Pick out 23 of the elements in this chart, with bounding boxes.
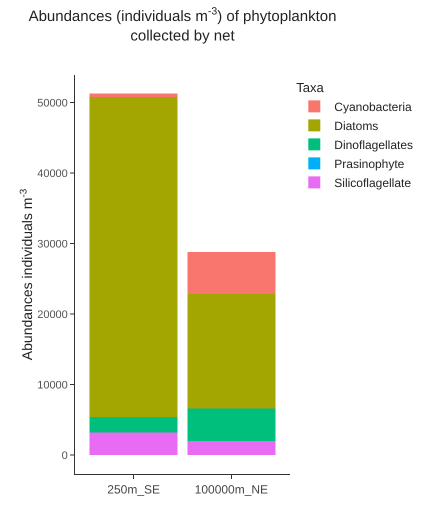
bar [90,93,178,97]
y-tick-label: 50000 [37,97,68,110]
bar [90,96,178,417]
y-tick-label: 10000 [37,379,68,392]
bar [90,432,178,455]
bar [187,440,276,455]
legend-label: Silicoflagellate [334,176,412,190]
legend-title: Taxa [296,80,325,95]
y-tick-label: 30000 [37,238,68,250]
bar [90,416,178,432]
y-tick-label: 40000 [37,168,68,180]
y-tick-label: 20000 [37,308,68,321]
x-tick-label: 250m_SE [107,482,160,496]
y-tick-label: 0 [62,450,68,462]
legend-label: Dinoflagellates [334,138,414,152]
bar [187,294,276,408]
legend-label: Prasinophyte [334,157,405,172]
bar [187,252,276,294]
legend-label: Diatoms [334,119,378,134]
x-tick-label: 100000m_NE [194,482,268,496]
bar [187,408,276,441]
legend-label: Cyanobacteria [334,100,412,114]
chart-title: Abundances (individuals m$^{-3}$) of phytoplankton collected by net [28,5,336,44]
